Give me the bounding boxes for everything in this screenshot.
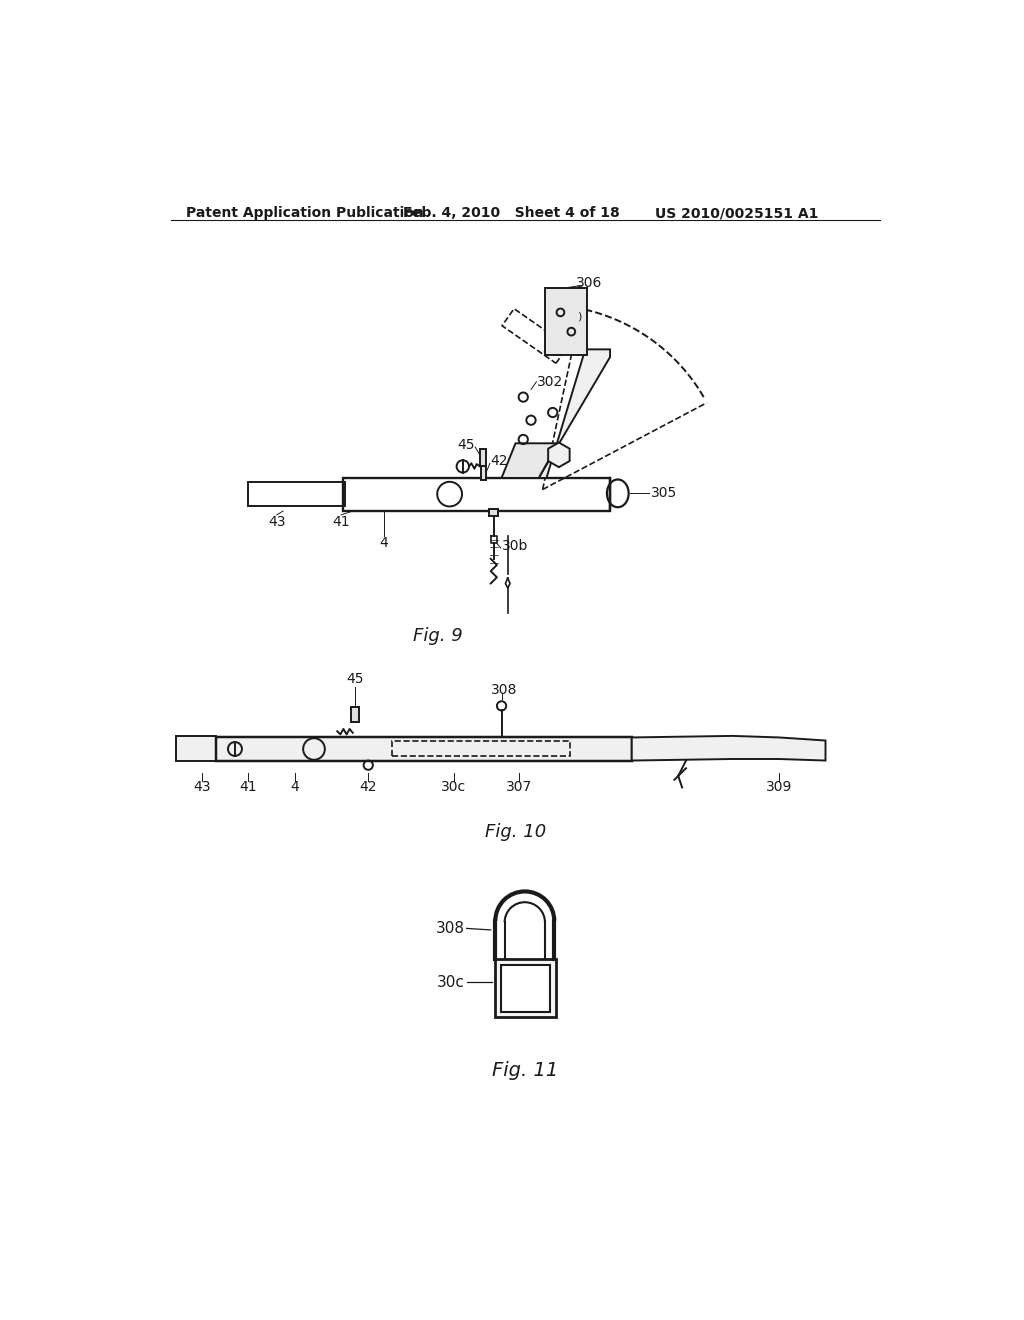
Bar: [496, 960, 556, 1016]
Text: 309: 309: [766, 780, 793, 793]
Text: 307: 307: [506, 780, 532, 793]
Bar: [248, 482, 345, 507]
Polygon shape: [632, 737, 825, 760]
Bar: [216, 738, 632, 760]
Text: 43: 43: [193, 780, 210, 793]
Text: 30c: 30c: [441, 780, 466, 793]
Text: 30c: 30c: [437, 974, 465, 990]
Bar: [501, 965, 550, 1011]
Text: Feb. 4, 2010   Sheet 4 of 18: Feb. 4, 2010 Sheet 4 of 18: [403, 206, 620, 220]
Text: 302: 302: [538, 375, 563, 388]
Bar: [351, 706, 359, 722]
Bar: [176, 737, 216, 760]
Text: 308: 308: [436, 921, 465, 936]
Text: US 2010/0025151 A1: US 2010/0025151 A1: [655, 206, 818, 220]
Text: 305: 305: [651, 486, 677, 500]
Text: 308: 308: [490, 684, 517, 697]
Text: 42: 42: [359, 780, 377, 793]
Bar: [480, 449, 486, 466]
Bar: [391, 741, 569, 756]
Text: Fig. 9: Fig. 9: [413, 627, 463, 644]
Polygon shape: [502, 444, 558, 478]
Text: 306: 306: [575, 276, 602, 290]
Text: 4: 4: [290, 780, 299, 793]
Bar: [481, 466, 486, 480]
Text: 45: 45: [346, 672, 364, 686]
Polygon shape: [502, 350, 610, 478]
Bar: [343, 478, 610, 511]
Text: 41: 41: [333, 515, 350, 529]
Text: Fig. 11: Fig. 11: [492, 1061, 558, 1080]
Text: 45: 45: [457, 438, 474, 451]
Text: 41: 41: [240, 780, 257, 793]
Text: 43: 43: [268, 515, 286, 529]
Text: 30b: 30b: [502, 539, 528, 553]
Text: Fig. 10: Fig. 10: [485, 824, 546, 841]
Bar: [545, 288, 587, 355]
Text: ): ): [578, 312, 582, 321]
Text: 4: 4: [379, 536, 388, 550]
Text: 42: 42: [490, 454, 508, 469]
Bar: [489, 508, 499, 516]
Text: Patent Application Publication: Patent Application Publication: [186, 206, 424, 220]
